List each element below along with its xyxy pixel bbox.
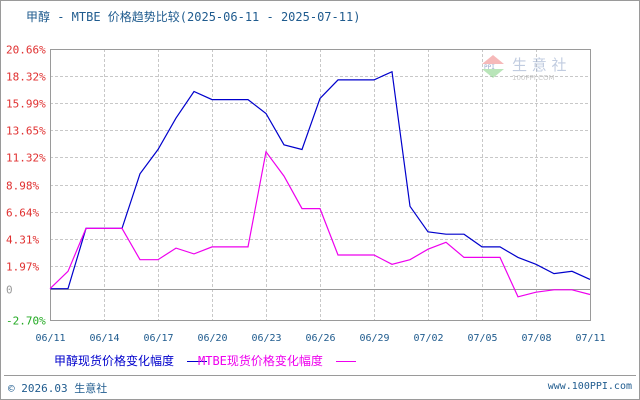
chart-title: 甲醇 - MTBE 价格趋势比较(2025-06-11 - 2025-07-11…: [26, 10, 361, 24]
y-tick-label: 0: [6, 284, 13, 297]
y-tick-label: 1.97%: [6, 261, 39, 274]
y-tick-label: 18.32%: [6, 71, 46, 84]
x-tick-label: 07/08: [521, 333, 551, 344]
x-tick-label: 06/17: [143, 333, 173, 344]
plot-area: [50, 49, 591, 321]
y-tick-label: 15.99%: [6, 98, 46, 111]
legend-item-mtbe: MTBE现货价格变化幅度: [198, 352, 357, 369]
y-tick-label: 11.32%: [6, 152, 46, 165]
y-tick-label: 4.31%: [6, 234, 39, 247]
x-tick-label: 06/23: [251, 333, 281, 344]
y-tick-label: 13.65%: [6, 125, 46, 138]
x-tick-label: 07/11: [575, 333, 605, 344]
svg-text:PPI: PPI: [484, 64, 495, 71]
y-tick-label: -2.70%: [6, 315, 46, 328]
footer-divider: [4, 375, 636, 376]
site-link[interactable]: www.100PPI.com: [547, 381, 632, 392]
x-tick-label: 06/11: [35, 333, 65, 344]
svg-text:生 意 社: 生 意 社: [512, 56, 567, 74]
x-tick-label: 07/02: [413, 333, 443, 344]
series-line-mtbe: [49, 150, 591, 298]
legend-item-methanol: 甲醇现货价格变化幅度: [54, 352, 208, 369]
x-tick-label: 07/05: [467, 333, 497, 344]
svg-text:100PPI.COM: 100PPI.COM: [512, 74, 555, 82]
y-tick-label: 8.98%: [6, 180, 39, 193]
legend-swatch-methanol: [187, 361, 208, 362]
x-tick-label: 06/26: [305, 333, 335, 344]
y-tick-label: 20.66%: [6, 44, 46, 57]
legend-swatch-mtbe: [336, 361, 357, 362]
x-tick-label: 06/14: [89, 333, 119, 344]
x-tick-label: 06/29: [359, 333, 389, 344]
y-tick-label: 6.64%: [6, 207, 39, 220]
legend-label-mtbe: MTBE现货价格变化幅度: [198, 354, 323, 368]
series-line-methanol: [50, 70, 591, 290]
x-tick-label: 06/20: [197, 333, 227, 344]
legend-label-methanol: 甲醇现货价格变化幅度: [54, 354, 175, 368]
copyright: © 2026.03 生意社: [8, 382, 108, 395]
